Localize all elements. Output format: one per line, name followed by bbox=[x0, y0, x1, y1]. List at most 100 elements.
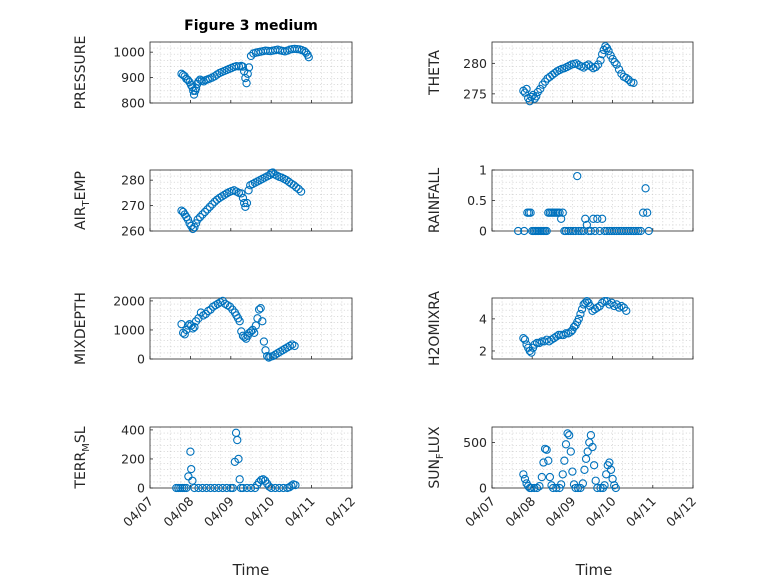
data-point bbox=[600, 481, 609, 490]
y-tick-label: 500 bbox=[463, 435, 487, 450]
data-point bbox=[188, 324, 197, 333]
data-point bbox=[183, 215, 193, 224]
data-point bbox=[631, 226, 641, 236]
y-axis-label-mixdepth: MIXDEPTH bbox=[73, 292, 89, 365]
data-point bbox=[241, 73, 250, 83]
data-point bbox=[205, 202, 214, 212]
data-point bbox=[187, 464, 196, 474]
data-point bbox=[212, 70, 222, 79]
data-point bbox=[530, 340, 539, 349]
data-point bbox=[254, 305, 264, 314]
data-point bbox=[574, 314, 583, 324]
chart-title: Figure 3 medium bbox=[184, 18, 318, 34]
data-point bbox=[612, 60, 621, 69]
data-point bbox=[290, 341, 299, 351]
series-h2omixra bbox=[519, 297, 631, 357]
y-axis-label-sun_flux: SUNFLUX bbox=[427, 426, 446, 489]
data-point bbox=[604, 47, 613, 56]
data-point bbox=[202, 483, 211, 493]
data-point bbox=[571, 226, 580, 236]
data-point bbox=[584, 226, 593, 236]
data-point bbox=[519, 333, 528, 343]
data-point bbox=[234, 454, 243, 464]
data-point bbox=[532, 483, 542, 493]
data-point bbox=[244, 186, 253, 195]
data-point bbox=[589, 214, 598, 223]
data-point bbox=[591, 62, 600, 72]
x-axis-label-left: Time bbox=[232, 561, 270, 579]
axes-box-mixdepth bbox=[149, 297, 353, 360]
data-point bbox=[190, 322, 199, 332]
data-point bbox=[206, 305, 215, 314]
data-point bbox=[573, 171, 582, 181]
y-tick-label: 1000 bbox=[113, 45, 145, 60]
data-point bbox=[522, 84, 531, 94]
data-point bbox=[593, 214, 602, 223]
data-point bbox=[574, 226, 583, 236]
data-point bbox=[193, 215, 202, 224]
data-point bbox=[535, 482, 544, 491]
data-point bbox=[629, 78, 638, 88]
data-point bbox=[569, 226, 578, 236]
data-point bbox=[279, 483, 288, 493]
panel-rainfall: 0 0.5 1 RAINFALL bbox=[427, 163, 694, 239]
axes-box-h2omixra bbox=[491, 297, 694, 360]
data-point bbox=[542, 226, 551, 236]
data-point bbox=[586, 431, 596, 440]
data-point bbox=[597, 214, 607, 223]
data-point bbox=[186, 447, 195, 456]
data-point bbox=[520, 226, 529, 236]
y-tick-label: 2 bbox=[479, 343, 487, 358]
data-point bbox=[530, 94, 539, 103]
data-point bbox=[589, 461, 599, 470]
y-tick-label: 0 bbox=[479, 224, 487, 239]
data-point bbox=[548, 483, 558, 493]
data-point bbox=[643, 208, 652, 217]
series-rainfall bbox=[513, 171, 653, 236]
data-point bbox=[590, 226, 600, 236]
axes-box-theta bbox=[491, 41, 694, 104]
data-point bbox=[576, 483, 585, 493]
y-tick-label: 4 bbox=[479, 311, 487, 326]
data-point bbox=[235, 317, 244, 326]
y-axis-label-theta: THETA bbox=[427, 50, 443, 96]
data-point bbox=[301, 48, 311, 57]
data-point bbox=[644, 226, 653, 236]
panel-mixdepth: 0 1000 2000 MIXDEPTH bbox=[73, 292, 353, 367]
data-point bbox=[241, 202, 250, 212]
data-point bbox=[220, 190, 229, 200]
data-point bbox=[566, 447, 575, 456]
y-tick-label: 1000 bbox=[113, 322, 145, 337]
data-point bbox=[540, 444, 550, 454]
data-point bbox=[596, 56, 605, 65]
data-point bbox=[537, 472, 546, 482]
data-point bbox=[267, 483, 276, 493]
data-point bbox=[555, 208, 564, 217]
data-point bbox=[520, 335, 530, 344]
series-sun_flux bbox=[519, 429, 620, 493]
axes-box-sun_flux bbox=[491, 426, 694, 489]
data-point bbox=[614, 65, 624, 74]
data-point bbox=[258, 317, 267, 326]
data-point bbox=[191, 317, 201, 326]
data-point bbox=[208, 200, 217, 209]
data-point bbox=[198, 483, 207, 493]
data-point bbox=[233, 435, 242, 445]
y-tick-label: 0 bbox=[137, 481, 145, 496]
data-point bbox=[610, 57, 619, 67]
data-point bbox=[190, 483, 199, 493]
data-point bbox=[191, 219, 201, 228]
data-point bbox=[238, 62, 248, 71]
data-point bbox=[544, 456, 553, 465]
data-point bbox=[565, 431, 574, 440]
panel-air_temp: 260 270 280 AIRTEMP bbox=[73, 168, 353, 239]
y-axis-label-terr_msl: TERRMSL bbox=[73, 426, 92, 489]
grid-h2omixra bbox=[492, 298, 693, 359]
panel-h2omixra: 2 4 H2OMIXRA bbox=[427, 291, 694, 366]
data-point bbox=[532, 92, 541, 101]
data-point bbox=[244, 63, 254, 72]
data-point bbox=[222, 483, 231, 493]
series-terr_msl bbox=[172, 428, 300, 493]
y-axis-label-pressure: PRESSURE bbox=[73, 36, 89, 110]
data-point bbox=[520, 474, 530, 484]
